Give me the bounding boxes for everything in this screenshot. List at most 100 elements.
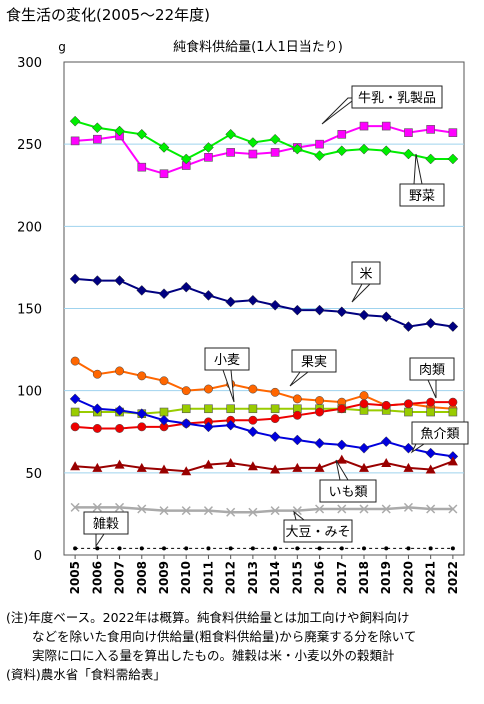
callout-pointer [321,97,358,125]
data-point [448,407,458,417]
data-point [380,145,392,157]
series-米 [69,273,459,332]
data-point [270,148,280,157]
data-point [248,507,258,517]
data-point [403,148,414,160]
data-point [404,407,413,417]
data-point [381,457,392,467]
data-point [204,153,213,162]
x-tick-label: 2005 [68,561,82,594]
data-point [359,504,369,514]
data-point [359,399,369,409]
data-point [181,506,191,516]
y-axis-unit: g [58,40,66,54]
page-title: 食生活の変化(2005～22年度) [6,6,210,24]
callout-box [283,519,353,543]
data-point [358,442,370,454]
data-point [159,169,169,179]
x-tick-label: 2018 [357,561,371,594]
x-tick-label: 2012 [224,561,238,594]
data-point [426,397,436,407]
series-肉類 [70,397,458,433]
x-tick-label: 2009 [157,561,171,594]
data-point [315,139,324,149]
data-point [91,122,103,134]
data-point [269,133,281,145]
series-label-text: 雑穀 [93,516,119,532]
data-point [137,162,147,172]
series-line [75,458,454,473]
data-point [447,153,459,165]
x-tick-labels: 2005 2006 2007 2008 2009 2010 2011 2012 2013 2014… [68,555,460,594]
data-point [159,464,169,474]
data-point [203,289,214,301]
data-point [180,281,192,293]
series-雑穀 [73,546,455,551]
data-point [137,422,147,432]
data-point [203,142,214,153]
callout-pointer [427,379,437,399]
series-label-text: 牛乳・乳製品 [358,91,436,106]
data-point [291,304,303,316]
series-label-text: 肉類 [419,363,445,378]
data-point [114,405,125,416]
data-point [226,148,235,157]
data-point [403,442,414,454]
data-point [181,404,191,414]
series-label: 米 [351,261,381,303]
data-point [380,311,392,323]
data-point [225,128,237,140]
data-point [204,404,213,414]
series-label-text: 大豆・みそ [285,525,350,540]
data-point [291,143,303,155]
data-point [181,466,192,476]
data-point [448,504,458,514]
data-point [273,546,278,551]
data-point [225,419,237,431]
series-野菜 [69,115,459,165]
data-point [136,285,148,296]
callout-pointer [289,371,310,387]
x-tick-label: 2022 [446,561,460,594]
data-point [292,394,302,404]
data-point [250,546,255,551]
data-point [114,125,125,137]
y-tick-label: 250 [17,138,42,153]
data-point [203,459,214,469]
callout-box [409,357,455,381]
data-point [180,418,192,429]
series-label-text: 米 [359,267,372,282]
data-point [425,464,436,474]
x-tick-label: 2007 [113,561,127,594]
data-point [403,399,413,409]
data-point [270,387,280,397]
data-point [426,125,435,134]
data-point [450,546,455,551]
callout-box [204,347,250,371]
series-label: 大豆・みそ [283,510,353,543]
callout-pointer [413,153,423,185]
data-point [180,153,192,165]
series-line [75,277,454,328]
data-point [359,391,369,401]
data-point [114,275,125,286]
callout-box [83,511,129,535]
data-point [70,356,80,366]
data-point [162,546,166,551]
series-label-text: 小麦 [214,353,240,368]
data-point [159,407,169,417]
chart-title: 純食料供給量(1人1日当たり) [173,39,343,55]
data-point [270,414,280,424]
data-point [70,407,80,417]
data-point [425,153,437,165]
data-point [228,546,233,551]
data-point [136,408,148,420]
data-point [203,384,213,394]
data-point [315,504,325,514]
data-point [158,288,170,300]
data-point [115,366,125,376]
data-point [336,145,348,157]
data-point [404,128,413,137]
data-point [248,415,258,425]
